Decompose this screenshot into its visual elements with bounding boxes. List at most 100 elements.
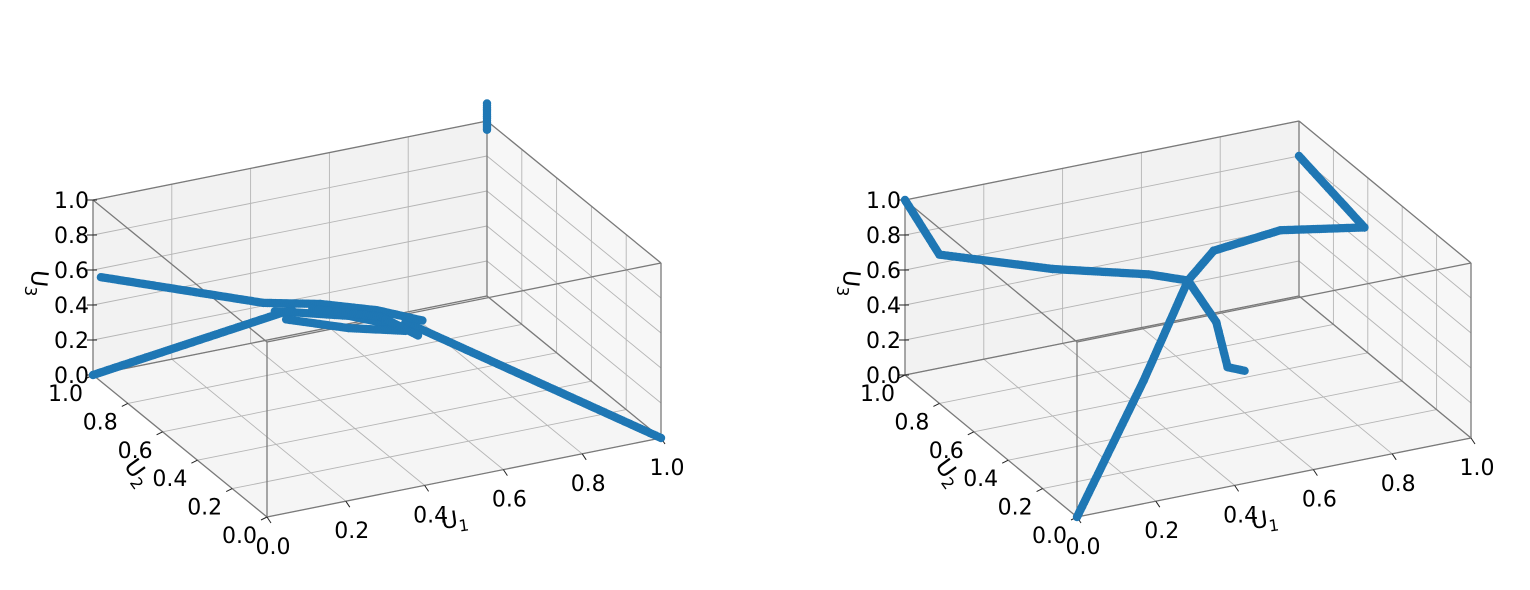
- box-edge: [904, 199, 1078, 343]
- y-tick-label: 0.2: [998, 496, 1033, 521]
- x-tick: [1470, 437, 1476, 445]
- grid-floor-y: [232, 409, 627, 490]
- grid-back-z: [92, 155, 488, 236]
- plot-right-3d-scatter: 0.00.20.40.60.81.00.00.20.40.60.81.00.00…: [833, 120, 1495, 560]
- z-tick-label: 0.0: [866, 364, 901, 389]
- y-tick: [1036, 488, 1043, 493]
- x-tick: [1391, 453, 1397, 461]
- grid-back-z: [904, 260, 1300, 341]
- box-edge: [486, 295, 662, 439]
- y-tick-label: 1.0: [860, 382, 895, 407]
- box-edge: [1298, 295, 1472, 439]
- grid-side-z: [486, 225, 662, 369]
- data-point: [413, 331, 423, 340]
- z-tick-label: 0.0: [54, 364, 89, 389]
- y-tick-label: 0.4: [152, 467, 187, 492]
- x-tick: [581, 453, 587, 461]
- x-tick: [1234, 485, 1240, 492]
- grid-side-z: [1298, 225, 1472, 369]
- grid-floor-y: [127, 323, 522, 404]
- box-edge: [92, 295, 488, 376]
- y-tick: [933, 402, 940, 407]
- z-tick-label: 0.8: [866, 224, 901, 249]
- grid-side-z: [486, 190, 662, 334]
- z-tick-label: 0.8: [54, 224, 89, 249]
- data-point: [1072, 512, 1082, 522]
- y-tick-label: 0.0: [222, 524, 257, 549]
- x-tick-label: 0.4: [413, 503, 448, 528]
- grid-back-z: [92, 190, 488, 271]
- x-tick: [424, 485, 430, 492]
- grid-side-z: [1298, 190, 1472, 334]
- grid-floor-x: [171, 358, 347, 502]
- data-point: [418, 316, 427, 325]
- x-tick: [345, 500, 351, 508]
- grid-floor-y: [162, 352, 557, 433]
- z-tick-label: 0.6: [866, 259, 901, 284]
- x-tick-label: 0.4: [1223, 503, 1258, 528]
- box-edge: [904, 374, 1078, 518]
- x-tick-label: 0.2: [334, 519, 369, 544]
- z-axis-label: U3: [833, 268, 865, 298]
- z-tick-label: 1.0: [866, 189, 901, 214]
- plot-left-3d-scatter: 0.00.20.40.60.81.00.00.20.40.60.81.00.00…: [21, 99, 685, 560]
- box-edge: [904, 120, 1300, 201]
- grid-floor-x: [1141, 327, 1314, 470]
- box-edge: [92, 199, 268, 343]
- y-tick: [191, 459, 198, 464]
- z-tick-label: 0.2: [866, 329, 901, 354]
- x-tick: [1312, 469, 1318, 476]
- z-tick-label: 0.2: [54, 329, 89, 354]
- back-pane: [905, 121, 1299, 375]
- floor-pane: [905, 296, 1471, 517]
- x-tick-label: 1.0: [1460, 456, 1495, 481]
- x-axis-label: U1: [439, 505, 470, 537]
- grid-back-z: [904, 155, 1300, 236]
- z-tick-label: 0.6: [54, 259, 89, 284]
- x-tick-label: 0.0: [256, 535, 291, 560]
- box-edge: [266, 437, 662, 518]
- grid-floor-y: [939, 323, 1334, 404]
- box-edge: [92, 374, 268, 518]
- z-axis-label: U3: [21, 268, 53, 298]
- data-point: [1294, 151, 1304, 161]
- x-tick-label: 0.8: [1381, 472, 1416, 497]
- x-axis-label: U1: [1249, 505, 1280, 537]
- grid-floor-y: [1042, 409, 1437, 490]
- y-tick: [1001, 459, 1009, 464]
- y-tick-label: 0.8: [894, 410, 929, 435]
- grid-side-z: [486, 260, 662, 404]
- grid-floor-x: [983, 358, 1157, 502]
- x-tick-label: 0.2: [1144, 519, 1179, 544]
- grid-side-z: [486, 155, 662, 299]
- y-tick-label: 0.4: [963, 467, 998, 492]
- side-pane: [487, 121, 661, 438]
- data-point: [482, 99, 492, 108]
- grid-floor-x: [250, 343, 425, 486]
- box-edge: [1076, 437, 1472, 518]
- x-tick: [1155, 500, 1161, 508]
- grid-side-z: [1298, 260, 1472, 404]
- box-edge: [904, 295, 1300, 376]
- y-tick: [225, 488, 233, 493]
- grid-floor-x: [1062, 343, 1235, 486]
- x-tick: [502, 469, 508, 476]
- box-edge: [1076, 262, 1472, 343]
- y-tick-label: 0.8: [83, 410, 118, 435]
- x-tick-label: 0.6: [492, 488, 527, 513]
- z-tick-label: 1.0: [54, 189, 89, 214]
- y-tick: [156, 431, 163, 436]
- box-edge: [92, 120, 488, 201]
- grid-back-z: [904, 225, 1300, 306]
- data-point: [1240, 366, 1249, 375]
- x-tick-label: 0.8: [571, 472, 606, 497]
- grid-floor-y: [973, 352, 1368, 433]
- grid-floor-x: [1219, 311, 1393, 455]
- y-tick: [121, 402, 129, 407]
- y-tick-label: 0.6: [118, 439, 153, 464]
- z-tick-label: 0.4: [54, 294, 89, 319]
- box-edge: [1298, 120, 1472, 264]
- z-tick-label: 0.4: [866, 294, 901, 319]
- x-tick: [266, 516, 272, 524]
- grid-floor-x: [329, 327, 504, 470]
